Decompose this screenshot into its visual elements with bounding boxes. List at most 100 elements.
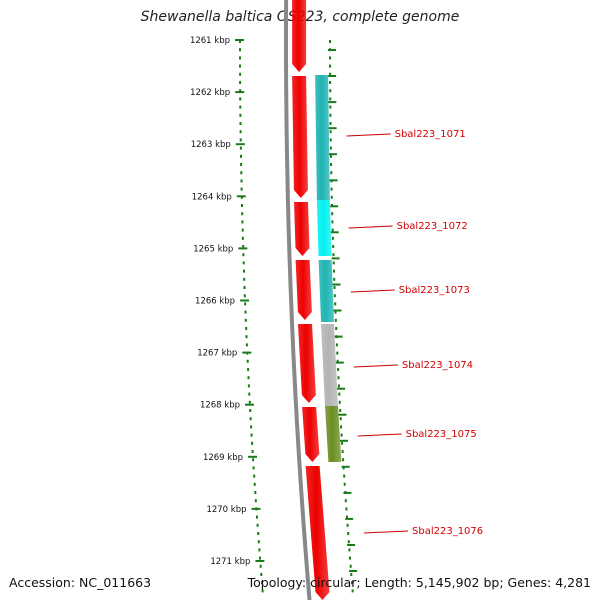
scale-tick-label: 1264 kbp xyxy=(192,192,232,202)
forward-gene-arrow xyxy=(294,202,310,256)
ring-dot xyxy=(329,56,331,60)
ring-dot xyxy=(329,122,332,125)
ring-dot xyxy=(239,48,241,52)
forward-gene-arrow xyxy=(298,324,316,403)
ring-dot xyxy=(245,335,248,339)
gene-callout-line xyxy=(363,530,409,534)
ring-dot xyxy=(256,523,259,527)
ring-dot xyxy=(329,89,332,93)
ring-dot xyxy=(239,72,242,76)
ring-dot xyxy=(329,64,331,68)
ring-dot xyxy=(246,359,249,363)
ring-dot xyxy=(250,425,253,429)
ring-dot xyxy=(242,261,245,265)
ring-dot xyxy=(240,187,243,191)
ring-dot xyxy=(261,581,263,585)
ring-dot xyxy=(239,113,242,117)
ring-dot xyxy=(344,499,347,503)
scale-tick-label: 1266 kbp xyxy=(195,297,235,307)
cds-box-sbal223_1075 xyxy=(325,406,342,462)
ring-dot xyxy=(341,450,344,453)
ring-dot xyxy=(248,392,251,396)
ring-dot xyxy=(249,409,252,412)
ring-dot xyxy=(253,474,256,478)
ring-dot xyxy=(241,236,244,240)
ring-dot xyxy=(337,384,340,388)
accession-label: Accession: NC_011663 xyxy=(9,575,152,590)
ring-dot xyxy=(337,368,340,371)
scale-tick-label: 1267 kbp xyxy=(197,349,237,359)
ring-dot xyxy=(343,482,346,486)
ring-dot xyxy=(253,482,256,486)
gene-label-sbal223_1073: Sbal223_1073 xyxy=(399,285,470,296)
forward-gene-arrow xyxy=(292,76,308,198)
ring-dot xyxy=(239,64,241,68)
ring-dot xyxy=(330,154,332,158)
ring-dot xyxy=(252,466,255,470)
ring-dot xyxy=(329,97,332,101)
ring-dot xyxy=(329,138,332,142)
forward-gene-arrow xyxy=(295,260,312,320)
ring-dot xyxy=(339,417,342,421)
ring-dot xyxy=(244,310,247,314)
ring-dot xyxy=(242,253,245,257)
ring-dot xyxy=(347,532,350,535)
ring-dot xyxy=(329,40,331,43)
ring-dot xyxy=(345,507,348,511)
ring-dot xyxy=(333,294,336,298)
ring-dot xyxy=(330,195,333,199)
ring-dot xyxy=(338,400,341,404)
ring-dot xyxy=(241,228,244,232)
ring-dot xyxy=(348,548,351,552)
ring-dot xyxy=(247,376,250,380)
ring-dot xyxy=(258,548,261,552)
cds-box-sbal223_1072 xyxy=(316,200,332,256)
ring-dot xyxy=(333,286,336,289)
ring-dot xyxy=(334,318,337,322)
ring-dot xyxy=(245,327,248,330)
ring-dot xyxy=(241,220,244,224)
ring-dot xyxy=(244,302,247,306)
ring-dot xyxy=(251,441,254,445)
scale-tick-label: 1270 kbp xyxy=(206,505,246,515)
ring-dot xyxy=(241,212,244,216)
ring-dot xyxy=(241,204,243,207)
cds-box-sbal223_1071 xyxy=(315,75,330,200)
gene-callout-line xyxy=(350,289,395,293)
ring-dot xyxy=(256,515,258,519)
ring-dot xyxy=(259,564,262,568)
gene-callout-line xyxy=(353,364,398,368)
genome-summary: Topology: circular; Length: 5,145,902 bp… xyxy=(247,575,591,590)
ring-dot xyxy=(333,277,336,281)
ring-dot xyxy=(335,327,338,330)
ring-dot xyxy=(331,220,334,224)
scale-tick-label: 1265 kbp xyxy=(193,244,233,254)
ring-dot xyxy=(249,417,252,421)
ring-dot xyxy=(239,40,241,43)
ring-dot xyxy=(329,81,332,84)
gene-callout-line xyxy=(346,133,391,137)
ring-dot xyxy=(341,441,344,445)
ring-dot xyxy=(332,245,335,248)
ring-dot xyxy=(330,171,333,175)
scale-tick-label: 1263 kbp xyxy=(191,140,231,150)
ring-dot xyxy=(239,105,242,109)
ring-dot xyxy=(337,376,340,380)
ring-dot xyxy=(331,236,334,240)
ring-dot xyxy=(247,368,250,371)
forward-gene-arrow xyxy=(302,407,320,462)
ring-dot xyxy=(261,589,264,593)
gene-label-sbal223_1075: Sbal223_1075 xyxy=(406,429,477,440)
scale-tick-label: 1269 kbp xyxy=(203,453,243,463)
gene-label-sbal223_1074: Sbal223_1074 xyxy=(402,360,473,371)
ring-dot xyxy=(333,269,335,273)
gene-callout-line xyxy=(348,225,393,229)
ring-dot xyxy=(243,294,246,298)
ring-dot xyxy=(340,425,343,429)
ring-dot xyxy=(346,523,349,527)
ring-dot xyxy=(242,245,245,248)
ring-dot xyxy=(330,163,333,166)
ring-dot xyxy=(240,163,243,166)
ring-dot xyxy=(257,532,260,535)
